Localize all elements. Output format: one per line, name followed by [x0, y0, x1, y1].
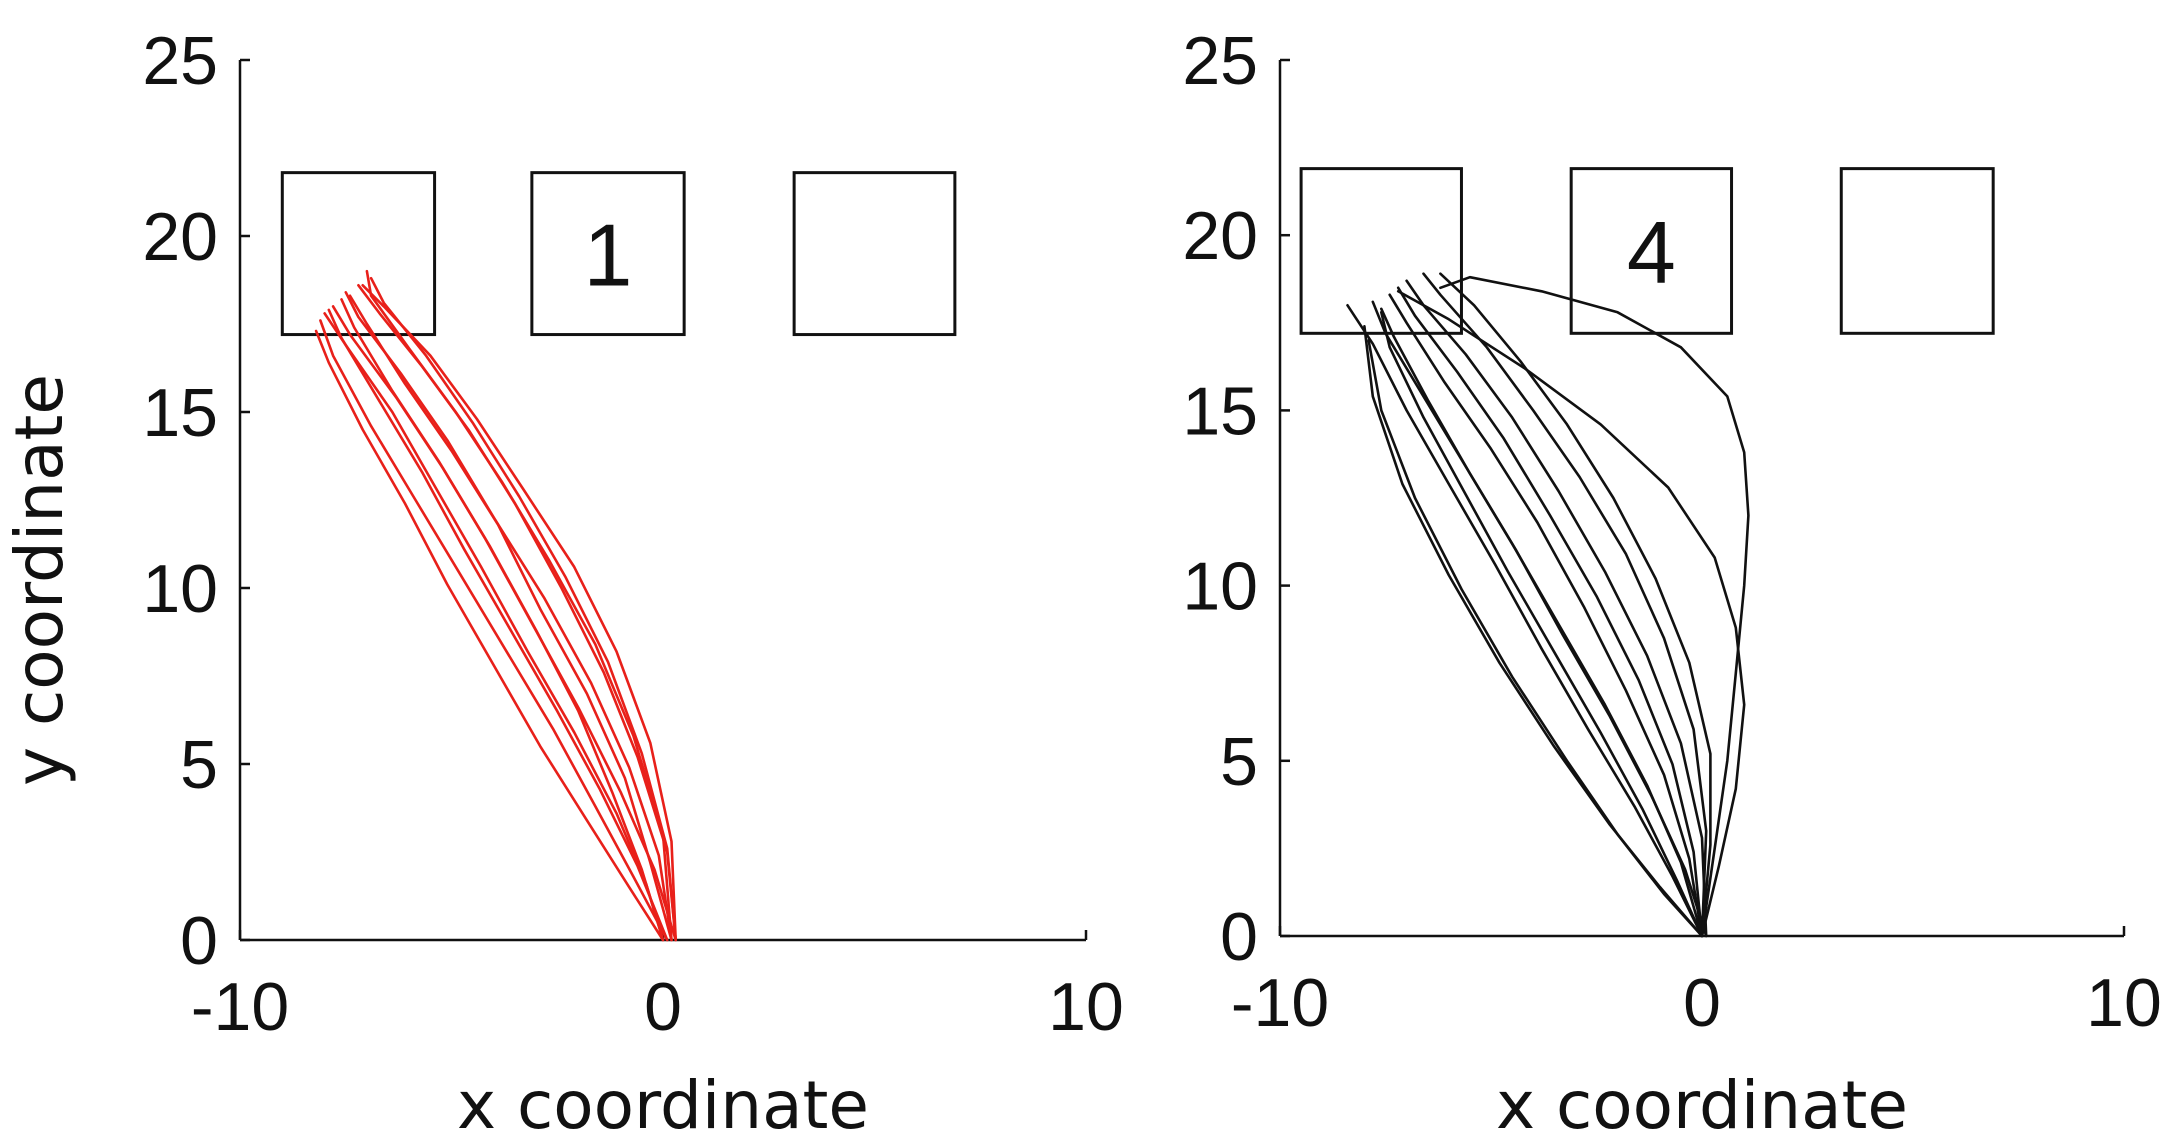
left-x-tick-label: -10: [191, 969, 289, 1045]
left-trajectory-line: [340, 298, 678, 942]
left-y-tick-label: 10: [142, 551, 218, 627]
left-trajectory-line: [327, 308, 669, 942]
right-trajectory-line: [1371, 300, 1704, 938]
right-target-box: [1299, 167, 1463, 335]
right-trajectory-line: [1396, 286, 1704, 938]
left-target-box: [530, 171, 686, 337]
left-trajectory-line: [344, 290, 673, 942]
right-x-tick-label: -10: [1231, 965, 1329, 1041]
right-y-tick-label: 15: [1182, 373, 1258, 449]
right-trajectory-line: [1396, 289, 1746, 938]
right-trajectory-line: [1380, 310, 1704, 938]
right-y-tick-label: 10: [1182, 549, 1258, 625]
left-y-tick-label: 25: [142, 23, 218, 99]
left-y-tick-label: 15: [142, 375, 218, 451]
left-trajectory-line: [365, 269, 673, 942]
right-target-box: [1569, 167, 1734, 335]
right-trajectory-line: [1405, 279, 1708, 938]
right-x-tick-label: 0: [1683, 965, 1721, 1041]
left-x-tick-label: 10: [1048, 969, 1124, 1045]
left-y-tick-label: 5: [180, 727, 218, 803]
right-trajectory-line: [1367, 338, 1704, 938]
left-y-tick-label: 20: [142, 199, 218, 275]
right-y-tick-label: 0: [1220, 899, 1258, 975]
right-y-tick-label: 20: [1182, 198, 1258, 274]
left-y-tick-label: 0: [180, 903, 218, 979]
right-trajectory-line: [1388, 293, 1704, 938]
left-trajectory-line: [357, 283, 678, 942]
right-x-tick-label: 10: [2086, 965, 2162, 1041]
right-trajectory-line: [1439, 272, 1712, 938]
left-trajectory-line: [348, 294, 673, 942]
left-trajectory-line: [314, 329, 665, 942]
right-y-tick-label: 5: [1220, 724, 1258, 800]
right-trajectory-line: [1422, 272, 1708, 938]
right-x-axis-title: x coordinate: [1496, 1067, 1908, 1134]
right-y-tick-label: 25: [1182, 23, 1258, 99]
left-trajectory-line: [323, 312, 665, 942]
left-x-tick-label: 0: [644, 969, 682, 1045]
left-trajectory-line: [369, 276, 678, 942]
left-x-axis-title: x coordinate: [457, 1067, 869, 1134]
left-trajectory-line: [319, 319, 669, 942]
right-trajectory-line: [1439, 275, 1750, 938]
left-trajectory-line: [331, 305, 665, 942]
right-target-box: [1839, 167, 1995, 335]
left-target-box: [792, 171, 957, 337]
right-trajectory-line: [1346, 303, 1704, 938]
right-target-box-label: 4: [1627, 203, 1676, 302]
left-y-axis-title: y coordinate: [1, 374, 78, 786]
left-target-box-label: 1: [584, 206, 633, 305]
